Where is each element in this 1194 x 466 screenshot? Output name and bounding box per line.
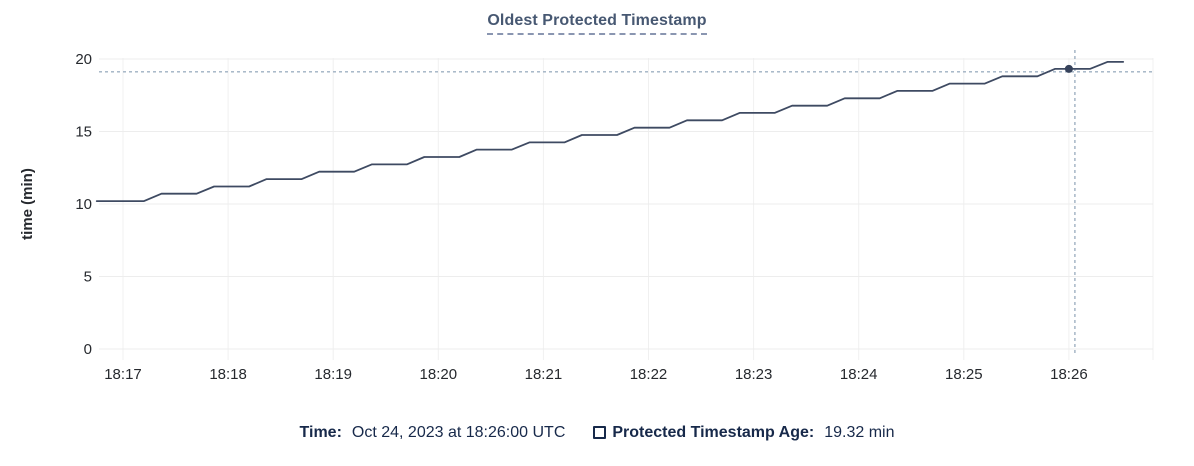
svg-text:10: 10 xyxy=(75,196,92,213)
svg-text:18:23: 18:23 xyxy=(735,366,773,383)
hover-crosshair xyxy=(99,50,1153,355)
series-toggle-checkbox[interactable] xyxy=(593,426,607,439)
hover-data-point xyxy=(1064,64,1073,73)
svg-text:18:19: 18:19 xyxy=(314,366,352,383)
vertical-gridlines xyxy=(122,58,1154,360)
svg-text:18:26: 18:26 xyxy=(1050,366,1088,383)
y-axis-title: time (min) xyxy=(19,168,36,240)
chart-legend: Time: Oct 24, 2023 at 18:26:00 UTC Prote… xyxy=(0,423,1194,442)
svg-text:18:25: 18:25 xyxy=(945,366,983,383)
svg-text:5: 5 xyxy=(84,269,92,286)
legend-time-label: Time: xyxy=(299,424,342,441)
y-axis-tick-labels: 0 5 10 15 20 xyxy=(75,51,92,358)
svg-text:18:24: 18:24 xyxy=(840,366,878,383)
svg-text:18:17: 18:17 xyxy=(104,366,142,383)
legend-series-label: Protected Timestamp Age: xyxy=(612,424,815,441)
series-line xyxy=(95,61,1125,203)
svg-text:18:21: 18:21 xyxy=(525,366,563,383)
legend-time-value: Oct 24, 2023 at 18:26:00 UTC xyxy=(351,424,566,441)
svg-text:20: 20 xyxy=(75,51,92,68)
legend-series-item[interactable]: Protected Timestamp Age: 19.32 min xyxy=(612,423,894,442)
horizontal-gridlines xyxy=(99,58,1153,350)
svg-text:18:20: 18:20 xyxy=(420,366,458,383)
svg-text:18:22: 18:22 xyxy=(630,366,668,383)
svg-text:15: 15 xyxy=(75,124,92,141)
svg-text:18:18: 18:18 xyxy=(209,366,247,383)
svg-text:0: 0 xyxy=(84,341,92,358)
chart-title[interactable]: Oldest Protected Timestamp xyxy=(487,12,707,35)
legend-series-value: 19.32 min xyxy=(824,424,895,441)
chart-title-bar: Oldest Protected Timestamp xyxy=(0,12,1194,35)
x-axis-tick-labels: 18:17 18:18 18:19 18:20 18:21 18:22 18:23 18:24… xyxy=(104,366,1087,383)
